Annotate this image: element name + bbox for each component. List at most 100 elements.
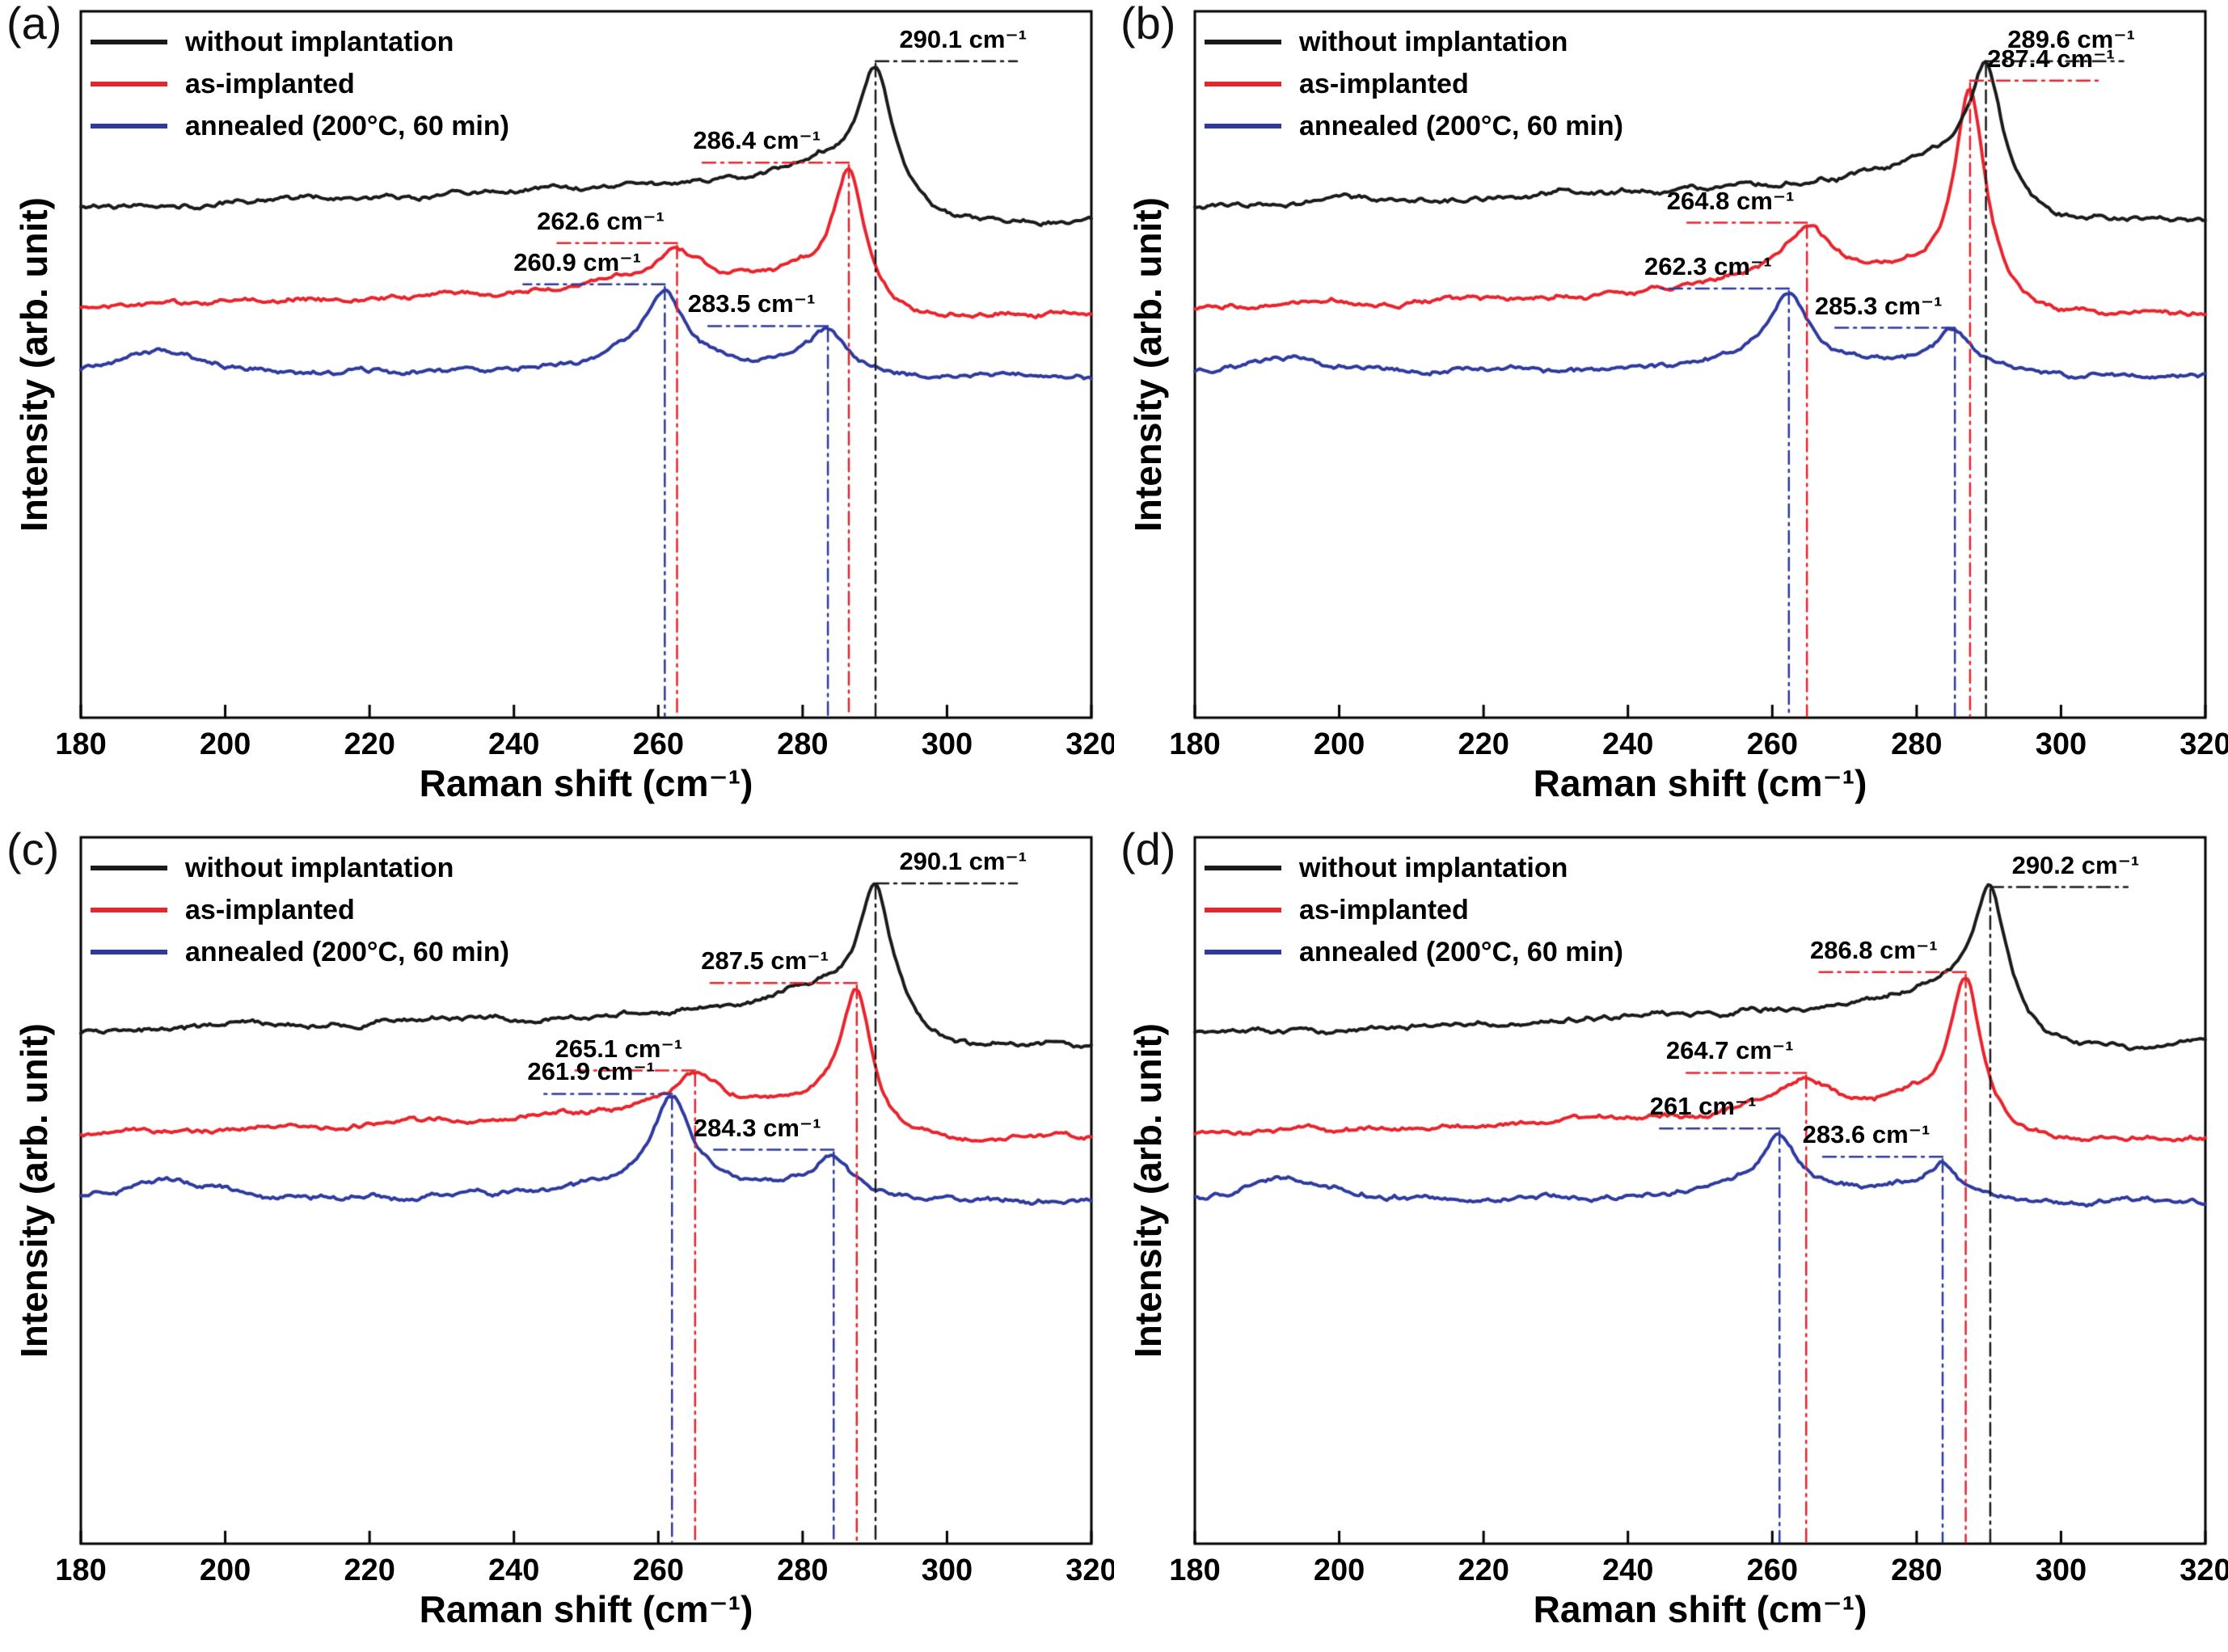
panel-c: 290.1 cm⁻¹ 265.1 cm⁻¹ 287.5 cm⁻¹ 261.9 cm⁻¹…	[0, 826, 1114, 1652]
x-tick-label: 280	[1891, 727, 1943, 761]
spectra-plot-canvas	[1114, 826, 2228, 1652]
peak-annotation-label: 283.6 cm⁻¹	[1802, 1120, 1931, 1149]
x-tick-label: 300	[2035, 727, 2087, 761]
x-axis-title: Raman shift (cm⁻¹)	[1533, 1588, 1867, 1630]
panel-b: 289.6 cm⁻¹ 264.8 cm⁻¹ 287.4 cm⁻¹ 262.3 cm⁻¹…	[1114, 0, 2228, 826]
x-tick-label: 180	[1169, 727, 1221, 761]
legend-label: without implantation	[185, 852, 454, 883]
panel-a: 290.1 cm⁻¹ 262.6 cm⁻¹ 286.4 cm⁻¹ 260.9 cm⁻¹…	[0, 0, 1114, 826]
y-axis-title: Intensity (arb. unit)	[1127, 1023, 1169, 1358]
legend-item: as-implanted	[91, 889, 509, 931]
legend-line-swatch	[1205, 866, 1281, 870]
legend-line-swatch	[1205, 82, 1281, 86]
legend-item: as-implanted	[91, 63, 509, 105]
x-tick-label: 260	[1746, 727, 1798, 761]
panel-letter: (c)	[6, 826, 60, 874]
x-tick-label: 200	[199, 727, 251, 761]
legend-label: without implantation	[185, 26, 454, 57]
x-axis-title: Raman shift (cm⁻¹)	[1533, 762, 1867, 804]
legend-line-swatch	[91, 82, 167, 86]
panel-letter: (b)	[1120, 0, 1176, 48]
panel-letter: (a)	[6, 0, 62, 48]
peak-annotation-label: 285.3 cm⁻¹	[1814, 291, 1943, 320]
peak-annotation-label: 289.6 cm⁻¹	[2007, 24, 2135, 53]
x-tick-label: 320	[2179, 1553, 2228, 1587]
legend-item: annealed (200°C, 60 min)	[91, 931, 509, 973]
peak-annotation-label: 262.3 cm⁻¹	[1644, 252, 1772, 280]
legend-line-swatch	[1205, 40, 1281, 44]
x-tick-label: 320	[1065, 1553, 1114, 1587]
legend-item: as-implanted	[1205, 63, 1623, 105]
y-axis-title: Intensity (arb. unit)	[13, 197, 55, 532]
legend: without implantation as-implanted annealed…	[91, 21, 509, 147]
legend-item: annealed (200°C, 60 min)	[1205, 105, 1623, 147]
x-tick-label: 220	[1458, 727, 1509, 761]
legend-line-swatch	[91, 950, 167, 955]
legend-label: annealed (200°C, 60 min)	[1299, 936, 1623, 967]
legend-item: without implantation	[91, 847, 509, 889]
peak-annotation-label: 287.4 cm⁻¹	[1987, 44, 2115, 73]
legend: without implantation as-implanted annealed…	[1205, 21, 1623, 147]
legend-label: as-implanted	[185, 68, 355, 99]
legend-line-swatch	[1205, 124, 1281, 129]
x-tick-label: 300	[921, 727, 973, 761]
legend: without implantation as-implanted annealed…	[1205, 847, 1623, 973]
x-tick-label: 220	[1458, 1553, 1509, 1587]
x-tick-label: 180	[55, 727, 107, 761]
legend-item: annealed (200°C, 60 min)	[91, 105, 509, 147]
peak-annotation-label: 264.8 cm⁻¹	[1666, 186, 1795, 215]
legend-item: annealed (200°C, 60 min)	[1205, 931, 1623, 973]
legend-line-swatch	[1205, 908, 1281, 912]
x-tick-label: 180	[1169, 1553, 1221, 1587]
legend-item: without implantation	[91, 21, 509, 63]
peak-annotation-label: 286.4 cm⁻¹	[693, 126, 821, 155]
x-tick-label: 260	[632, 1553, 684, 1587]
x-tick-label: 280	[777, 1553, 829, 1587]
legend-label: annealed (200°C, 60 min)	[185, 110, 509, 141]
legend-label: as-implanted	[1299, 894, 1469, 925]
x-tick-label: 220	[344, 1553, 395, 1587]
legend-label: without implantation	[1299, 26, 1568, 57]
x-tick-label: 240	[1602, 1553, 1654, 1587]
x-tick-label: 180	[55, 1553, 107, 1587]
peak-annotation-label: 286.8 cm⁻¹	[1809, 935, 1938, 964]
x-tick-label: 200	[1313, 727, 1365, 761]
x-tick-label: 260	[632, 727, 684, 761]
y-axis-title: Intensity (arb. unit)	[13, 1023, 55, 1358]
legend-label: as-implanted	[185, 894, 355, 925]
panel-letter: (d)	[1120, 826, 1176, 874]
peak-annotation-label: 284.3 cm⁻¹	[693, 1113, 821, 1142]
x-tick-label: 300	[2035, 1553, 2087, 1587]
x-tick-label: 200	[1313, 1553, 1365, 1587]
legend-item: without implantation	[1205, 21, 1623, 63]
peak-annotation-label: 261 cm⁻¹	[1649, 1092, 1757, 1121]
x-tick-label: 260	[1746, 1553, 1798, 1587]
peak-annotation-label: 283.5 cm⁻¹	[687, 289, 816, 318]
legend-item: as-implanted	[1205, 889, 1623, 931]
peak-annotation-label: 262.6 cm⁻¹	[537, 206, 665, 235]
legend-item: without implantation	[1205, 847, 1623, 889]
spectra-plot-canvas	[0, 826, 1114, 1652]
legend-label: annealed (200°C, 60 min)	[185, 936, 509, 967]
peak-annotation-label: 261.9 cm⁻¹	[527, 1057, 656, 1086]
legend-line-swatch	[91, 908, 167, 912]
x-tick-label: 320	[2179, 727, 2228, 761]
peak-annotation-label: 264.7 cm⁻¹	[1665, 1036, 1794, 1065]
legend: without implantation as-implanted annealed…	[91, 847, 509, 973]
peak-annotation-label: 290.1 cm⁻¹	[899, 846, 1027, 875]
x-tick-label: 300	[921, 1553, 973, 1587]
peak-annotation-label: 265.1 cm⁻¹	[555, 1034, 683, 1063]
spectra-plot-canvas	[0, 0, 1114, 826]
peak-annotation-label: 260.9 cm⁻¹	[513, 247, 641, 276]
x-tick-label: 200	[199, 1553, 251, 1587]
y-axis-title: Intensity (arb. unit)	[1127, 197, 1169, 532]
x-tick-label: 280	[1891, 1553, 1943, 1587]
legend-label: as-implanted	[1299, 68, 1469, 99]
x-tick-label: 240	[488, 1553, 540, 1587]
legend-line-swatch	[91, 124, 167, 129]
peak-annotation-label: 287.5 cm⁻¹	[701, 946, 829, 976]
x-axis-title: Raman shift (cm⁻¹)	[419, 1588, 753, 1630]
peak-annotation-label: 290.2 cm⁻¹	[2011, 850, 2140, 879]
x-tick-label: 320	[1065, 727, 1114, 761]
